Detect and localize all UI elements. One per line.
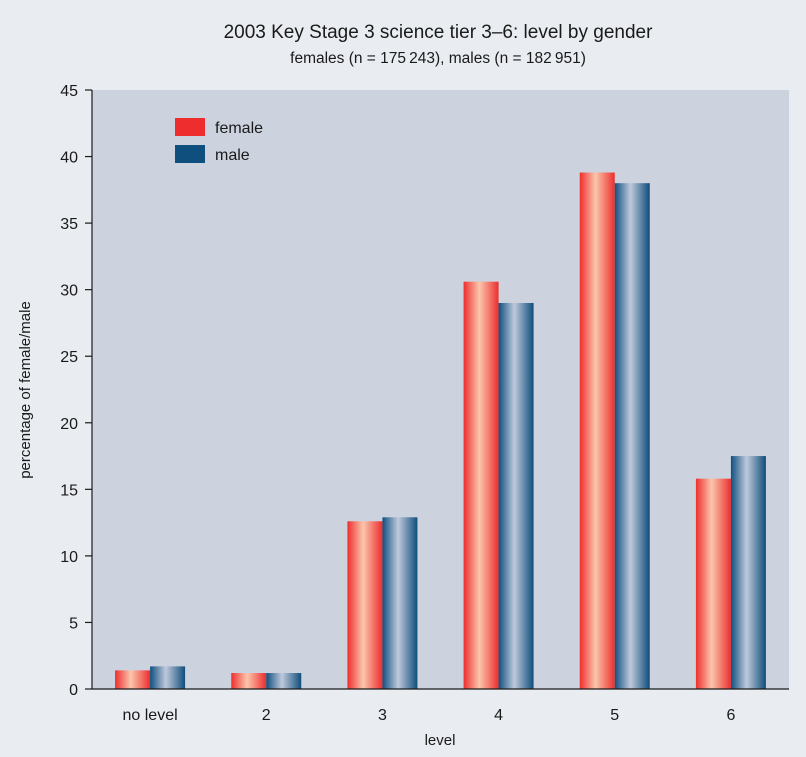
bar-male-3 <box>498 302 534 689</box>
bar-female-1 <box>231 673 267 689</box>
y-tick-label: 10 <box>60 549 78 566</box>
x-tick-label: 5 <box>610 707 619 724</box>
y-tick-label: 40 <box>60 150 78 167</box>
bar-female-0 <box>115 670 151 689</box>
bar-female-2 <box>347 521 383 689</box>
x-ticks-group: no level 2 3 4 5 6 <box>123 707 736 724</box>
x-tick-label: no level <box>123 707 178 724</box>
legend-swatch-male <box>175 145 205 163</box>
y-tick-label: 35 <box>60 216 78 233</box>
y-ticks-group: 0 5 10 15 20 25 30 35 40 45 <box>60 83 92 699</box>
x-tick-label: 6 <box>726 707 735 724</box>
y-tick-label: 45 <box>60 83 78 100</box>
bars-group <box>115 172 766 690</box>
bar-male-4 <box>614 183 650 689</box>
chart-subtitle: females (n = 175 243), males (n = 182 95… <box>290 50 586 67</box>
chart-title: 2003 Key Stage 3 science tier 3–6: level… <box>224 22 654 43</box>
y-tick-label: 20 <box>60 416 78 433</box>
x-tick-label: 4 <box>494 707 503 724</box>
legend-label-female: female <box>215 120 263 137</box>
legend-swatch-female <box>175 118 205 136</box>
x-tick-label: 2 <box>262 707 271 724</box>
y-tick-label: 25 <box>60 349 78 366</box>
bar-male-5 <box>730 456 766 689</box>
bar-male-0 <box>150 666 186 689</box>
bar-female-3 <box>463 281 499 689</box>
y-tick-label: 15 <box>60 482 78 499</box>
x-axis-label: level <box>425 732 456 749</box>
legend: female male <box>175 118 263 164</box>
legend-label-male: male <box>215 147 250 164</box>
y-tick-label: 30 <box>60 283 78 300</box>
plot-area <box>92 90 789 689</box>
bar-male-1 <box>266 673 302 689</box>
bar-female-4 <box>579 172 615 690</box>
y-tick-label: 5 <box>69 615 78 632</box>
y-axis-label: percentage of female/male <box>17 301 34 479</box>
bar-male-2 <box>382 517 418 689</box>
bar-female-5 <box>695 478 731 689</box>
x-tick-label: 3 <box>378 707 387 724</box>
y-tick-label: 0 <box>69 682 78 699</box>
